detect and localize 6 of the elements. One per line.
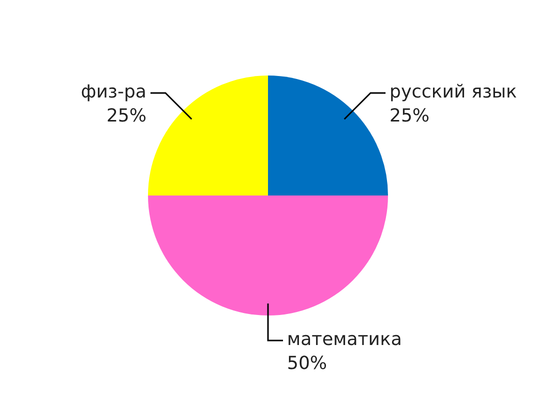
data-label: 50% [287, 353, 328, 374]
slice-label: математика [287, 329, 402, 350]
data-label: 25% [106, 106, 146, 127]
slice-label: физ-ра [80, 82, 146, 103]
data-label: 25% [390, 106, 430, 127]
slice-label: русский язык [390, 82, 518, 103]
